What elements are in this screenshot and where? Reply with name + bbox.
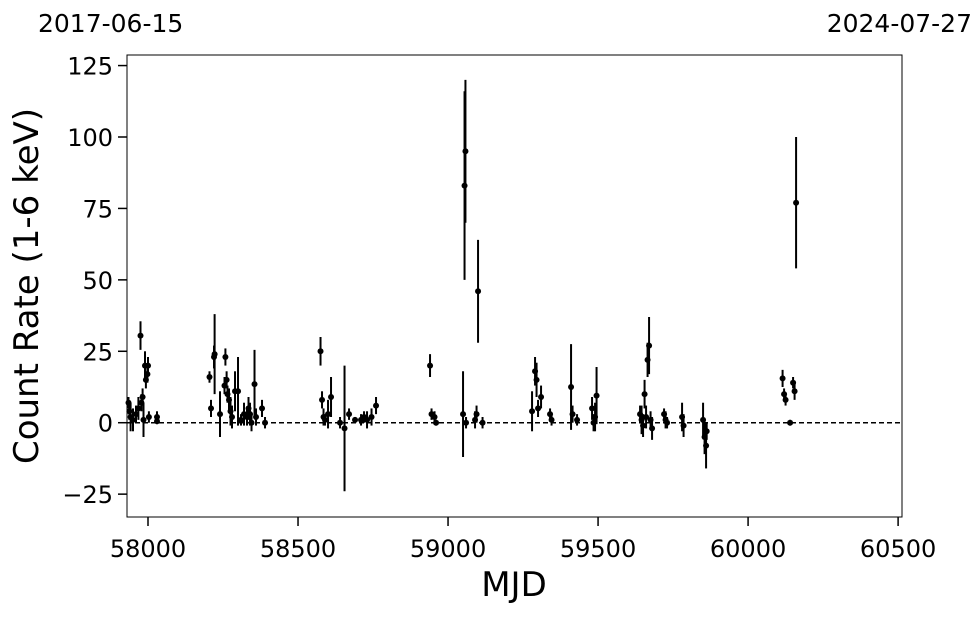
data-point [222,354,229,360]
data-point [238,416,245,423]
x-tick-label: 60500 [860,535,936,563]
data-point [548,416,555,423]
data-point [325,411,332,418]
data-point [463,419,470,426]
data-point [346,411,353,418]
data-point [235,388,242,395]
data-point [479,419,486,426]
data-point [538,394,545,400]
data-point [641,391,648,398]
data-point [364,416,371,423]
data-point [529,408,536,415]
data-point [589,405,596,412]
data-point [130,416,137,423]
data-point [223,376,230,383]
data-point [211,351,218,358]
data-point [259,405,266,412]
plot-frame [126,54,903,518]
data-point [649,425,656,432]
x-tick-label: 58000 [110,535,186,563]
data-point [574,416,581,423]
data-point [460,411,467,418]
data-point [135,405,142,412]
y-axis-label: Count Rate (1-6 keV) [7,108,47,464]
data-point [352,416,359,423]
data-point [208,405,215,412]
data-point [145,362,152,369]
data-point [337,419,344,426]
data-point [319,396,326,403]
y-tick-label: 75 [82,195,113,223]
data-point [217,411,224,418]
data-point [646,342,653,349]
data-point [779,375,786,382]
data-point [139,394,146,400]
y-tick-label: 50 [82,267,113,295]
data-point [664,419,671,426]
data-point [229,414,236,420]
x-tick-label: 58500 [260,535,336,563]
data-point [368,414,375,420]
data-point [154,418,161,425]
data-point [262,419,269,426]
data-point [140,416,147,423]
data-point [793,199,800,206]
data-point [569,411,576,418]
data-point [341,425,348,432]
data-point [535,405,542,412]
data-point [328,394,335,400]
data-point [475,288,482,295]
data-point [643,414,650,420]
data-point [473,411,480,418]
x-tick-label: 60000 [710,535,786,563]
data-point [322,416,329,423]
data-point [433,419,440,426]
data-point [787,419,794,426]
x-tick-label: 59500 [560,535,636,563]
data-point [154,414,161,420]
data-point [251,381,258,388]
data-point [568,384,575,390]
data-point [593,392,600,399]
y-tick-label: −25 [62,481,113,509]
data-point [462,148,469,155]
y-tick-label: 125 [67,53,113,81]
data-point [680,422,687,429]
data-point [703,442,710,449]
y-tick-label: 25 [82,338,113,366]
top-right-label: 2024-07-27 [827,9,972,38]
data-point [427,362,434,369]
data-point [206,374,213,380]
data-point [248,419,255,426]
data-point [373,402,380,409]
data-point [317,348,324,355]
y-tick-label: 100 [67,124,113,152]
data-point [431,414,438,420]
data-point [640,422,647,429]
x-tick-label: 59000 [410,535,486,563]
data-point [703,428,710,435]
data-point [137,332,144,339]
top-left-label: 2017-06-15 [38,9,183,38]
data-point [782,396,789,403]
data-point [253,414,260,420]
x-axis-label: MJD [481,565,547,605]
data-point [533,376,540,383]
y-tick-label: 0 [98,410,113,438]
data-point [791,388,798,395]
data-point [145,414,152,420]
